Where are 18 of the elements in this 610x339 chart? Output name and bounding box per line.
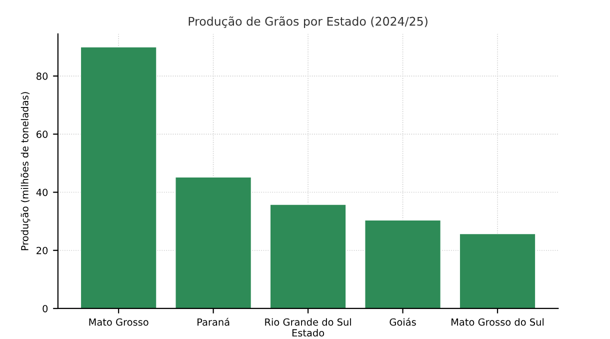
x-tick-label: Mato Grosso	[89, 318, 148, 326]
x-tick-label: Rio Grande do Sul	[265, 318, 351, 326]
bar	[270, 204, 346, 308]
y-axis-title: Produção (milhões de toneladas)	[20, 92, 30, 250]
y-tick-label: 40	[36, 188, 48, 196]
chart-title: Produção de Grãos por Estado (2024/25)	[188, 16, 428, 28]
y-tick-label: 0	[42, 304, 48, 312]
bar	[459, 233, 536, 308]
x-tick-label: Goiás	[390, 318, 416, 326]
y-tick-label: 20	[36, 246, 48, 254]
x-tick-label: Mato Grosso do Sul	[452, 318, 544, 326]
bar	[364, 220, 442, 308]
x-axis-title: Estado	[292, 329, 324, 337]
x-tick-label: Paraná	[198, 318, 230, 326]
y-tick-label: 60	[36, 130, 48, 138]
y-tick-label: 80	[36, 72, 48, 80]
bar	[175, 176, 252, 308]
bar	[80, 46, 157, 308]
